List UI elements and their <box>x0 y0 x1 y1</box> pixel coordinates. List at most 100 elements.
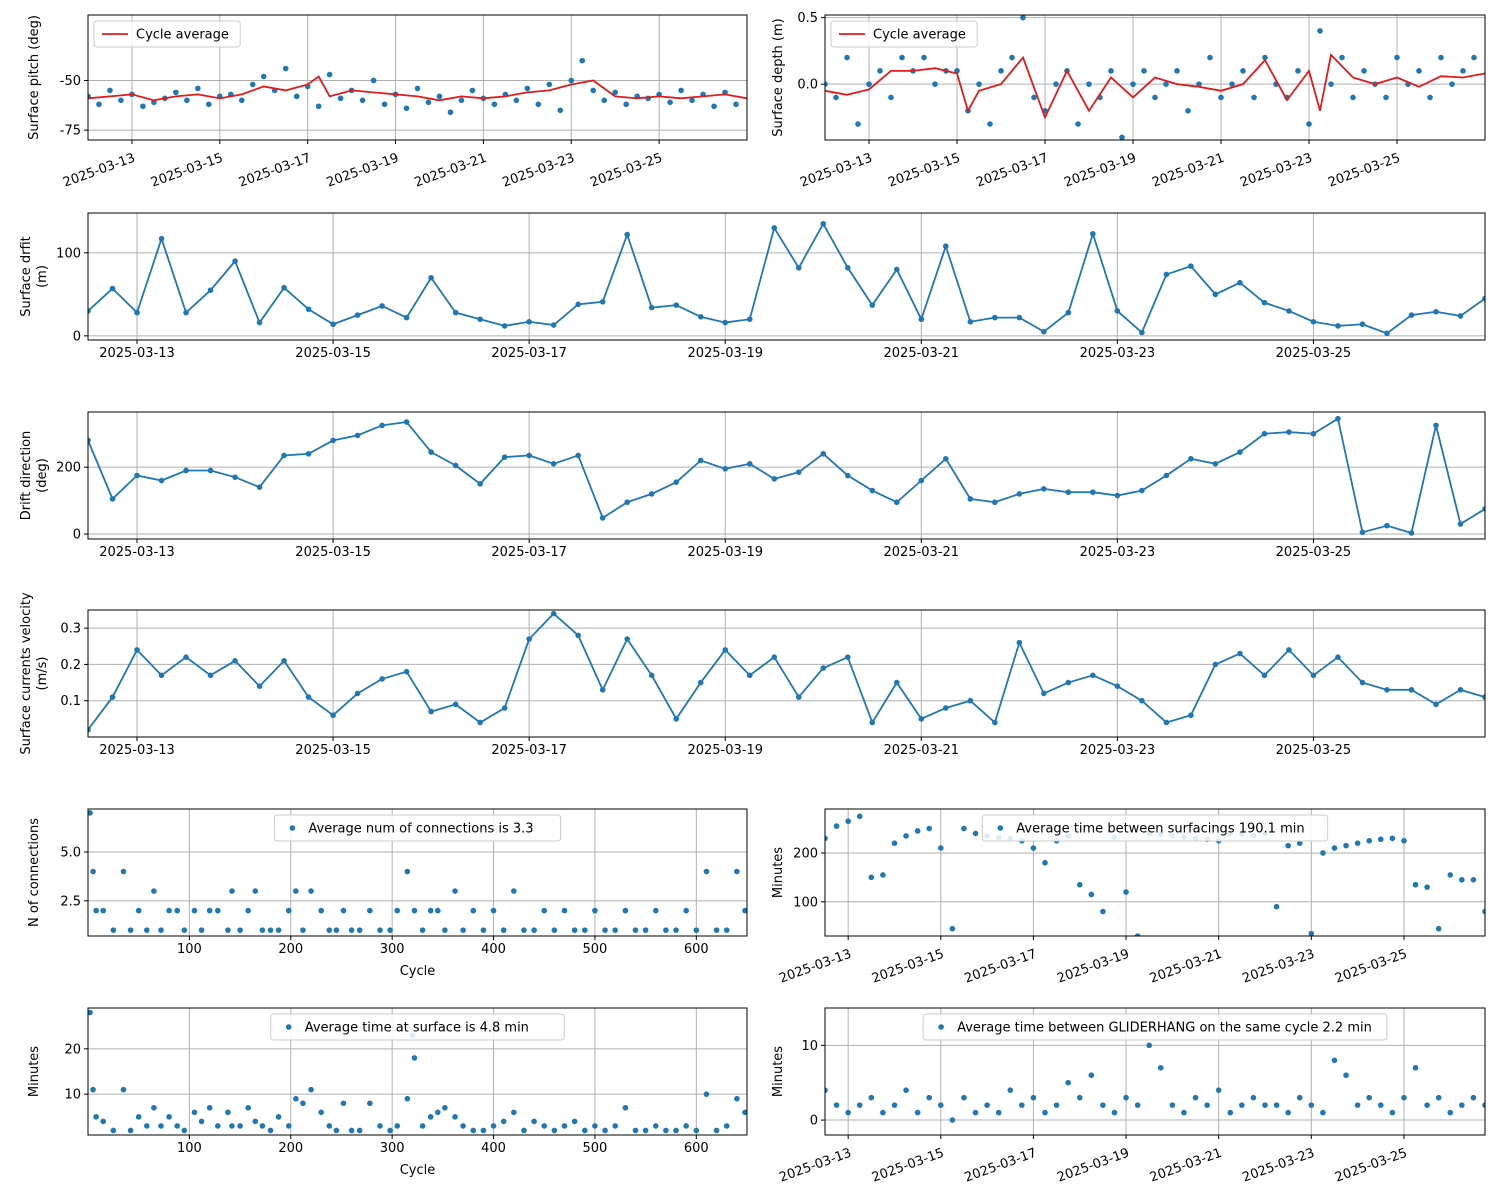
data-point <box>1433 701 1439 708</box>
data-point <box>1482 908 1485 915</box>
data-point <box>632 927 639 933</box>
data-point <box>1100 908 1106 915</box>
data-point <box>348 927 355 933</box>
data-point <box>356 927 363 933</box>
data-point <box>943 455 949 462</box>
data-point <box>305 450 312 457</box>
data-point <box>354 690 361 697</box>
axes-frame <box>87 411 1486 540</box>
data-point <box>1076 881 1083 888</box>
data-point <box>1459 1102 1465 1108</box>
x-tick-label: 2025-03-19 <box>1055 947 1131 987</box>
data-point <box>158 672 165 679</box>
data-point <box>844 264 851 271</box>
data-point <box>308 1086 314 1093</box>
data-point <box>1408 687 1415 693</box>
data-point <box>134 647 140 653</box>
axes-frame <box>824 14 1486 141</box>
data-point <box>599 687 606 693</box>
legend-dot-swatch <box>938 1024 944 1030</box>
data-point <box>411 1055 418 1061</box>
data-point <box>1296 840 1303 846</box>
data-point <box>238 97 245 104</box>
x-tick-label: 2025-03-17 <box>974 151 1050 191</box>
data-point <box>1042 859 1048 866</box>
data-point <box>1310 318 1317 325</box>
data-point <box>144 1123 150 1129</box>
data-point <box>370 77 377 84</box>
series-line <box>88 221 1485 335</box>
data-point <box>943 243 949 250</box>
data-point <box>557 107 564 114</box>
data-point <box>427 907 434 914</box>
data-point <box>976 81 982 87</box>
data-point <box>118 97 124 104</box>
data-point <box>1088 1072 1095 1079</box>
x-tick-label: 2025-03-15 <box>870 1146 946 1186</box>
data-point <box>703 1091 710 1097</box>
x-tick-label: 100 <box>177 1141 202 1156</box>
x-tick-label: 2025-03-23 <box>500 151 576 191</box>
data-point <box>1163 472 1170 479</box>
data-point <box>1020 15 1026 21</box>
data-point <box>1229 81 1235 87</box>
data-point <box>1169 1102 1176 1108</box>
legend-label: Average time between surfacings 190.1 mi… <box>1016 822 1304 837</box>
data-point <box>434 1109 441 1116</box>
data-point <box>477 719 483 726</box>
data-point <box>1310 430 1317 437</box>
data-point <box>1343 1072 1349 1079</box>
data-point <box>926 825 933 832</box>
data-point <box>1359 321 1366 328</box>
data-point <box>127 1127 134 1134</box>
data-point <box>259 1123 266 1129</box>
data-point <box>436 93 443 100</box>
data-point <box>1204 1102 1210 1108</box>
data-point <box>995 1109 1002 1116</box>
legend: Cycle average <box>93 20 241 48</box>
data-point <box>379 676 385 682</box>
data-point <box>1041 486 1047 492</box>
data-point <box>1401 837 1407 844</box>
data-point <box>592 1123 598 1129</box>
x-tick-label: 2025-03-17 <box>491 346 567 361</box>
data-point <box>109 285 116 292</box>
axes-frame <box>87 212 1486 341</box>
data-point <box>140 103 146 110</box>
data-point <box>1261 672 1268 679</box>
data-point <box>602 1127 608 1134</box>
data-point <box>281 452 287 459</box>
data-point <box>1427 94 1433 101</box>
data-point <box>673 927 679 933</box>
data-point <box>260 73 267 80</box>
data-point <box>151 1104 157 1111</box>
data-point <box>746 316 753 323</box>
data-point <box>460 1123 466 1129</box>
data-point <box>693 927 700 933</box>
y-axis-label-line: Drift direction <box>19 431 34 521</box>
data-point <box>442 1104 448 1111</box>
data-point <box>742 907 747 914</box>
data-point <box>452 888 458 894</box>
data-point <box>551 927 558 933</box>
data-point <box>891 1102 898 1108</box>
data-point <box>326 1123 333 1129</box>
data-point <box>926 1094 933 1101</box>
y-axis-label-line: Minutes <box>771 1046 786 1097</box>
data-point <box>330 712 336 719</box>
panel-velocity: 0.1 0.2 0.3 2025-03-13 2025-03-15 2025-03-17 2… <box>19 592 1486 758</box>
legend-dot-swatch <box>997 825 1004 831</box>
data-point <box>673 302 680 308</box>
data-point <box>579 57 586 64</box>
data-point <box>697 313 704 320</box>
data-point <box>96 101 102 108</box>
data-point <box>1188 263 1194 269</box>
data-point <box>673 1127 679 1134</box>
legend: Average num of connections is 3.3 <box>273 814 562 842</box>
data-point <box>612 1123 618 1129</box>
data-point <box>1470 877 1477 883</box>
y-tick-label: 0 <box>810 1114 818 1129</box>
series-line <box>88 612 1485 731</box>
data-point <box>869 487 876 494</box>
